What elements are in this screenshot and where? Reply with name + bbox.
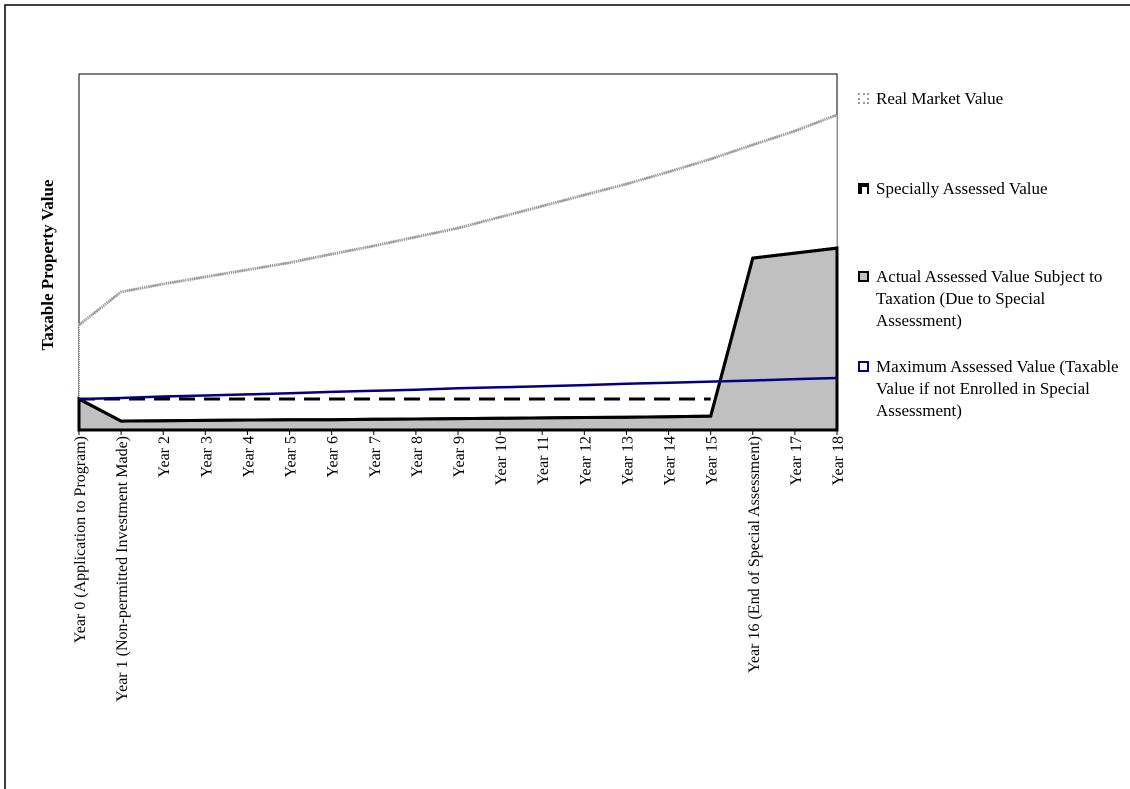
x-tick-label: Year 9 bbox=[451, 436, 468, 477]
x-tick-label: Year 18 bbox=[830, 436, 847, 485]
legend-swatch bbox=[858, 183, 869, 194]
x-tick-label: Year 1 (Non-permitted Investment Made) bbox=[114, 436, 131, 702]
legend-item: Maximum Assessed Value (Taxable Value if… bbox=[858, 356, 1128, 420]
legend-swatch bbox=[858, 93, 869, 104]
legend-label: Specially Assessed Value bbox=[876, 179, 1048, 198]
x-tick-label: Year 10 bbox=[493, 436, 510, 485]
line bbox=[78, 246, 838, 423]
y-axis-label: Taxable Property Value bbox=[38, 179, 57, 350]
x-tick-label: Year 5 bbox=[283, 436, 300, 477]
x-tick-label: Year 7 bbox=[367, 436, 384, 477]
legend-label: Real Market Value bbox=[876, 89, 1004, 108]
legend-item: Specially Assessed Value bbox=[858, 178, 1128, 200]
legend-swatch bbox=[858, 361, 869, 372]
x-tick-label: Year 15 bbox=[704, 436, 721, 485]
x-tick-label: Year 12 bbox=[577, 436, 594, 485]
frame bbox=[4, 4, 1130, 789]
x-tick-label: Year 11 bbox=[535, 436, 552, 485]
legend-item: Real Market Value bbox=[858, 88, 1128, 110]
x-tick-label: Year 0 (Application to Program) bbox=[72, 436, 89, 643]
legend-item: Actual Assessed Value Subject to Taxatio… bbox=[858, 266, 1128, 330]
x-tick-label: Year 8 bbox=[409, 436, 426, 477]
x-tick-label: Year 6 bbox=[325, 436, 342, 477]
x-tick-label: Year 16 (End of Special Assessment) bbox=[746, 436, 763, 673]
x-tick-label: Year 2 bbox=[156, 436, 173, 477]
x-tick-label: Year 17 bbox=[788, 436, 805, 485]
legend-label: Actual Assessed Value Subject to Taxatio… bbox=[876, 267, 1103, 330]
legend-label: Maximum Assessed Value (Taxable Value if… bbox=[876, 357, 1119, 420]
legend-swatch bbox=[858, 271, 869, 282]
line bbox=[78, 113, 838, 327]
x-tick-label: Year 4 bbox=[240, 436, 257, 477]
x-tick-label: Year 14 bbox=[662, 436, 679, 485]
x-tick-label: Year 13 bbox=[619, 436, 636, 485]
x-tick-label: Year 3 bbox=[198, 436, 215, 477]
line bbox=[78, 376, 838, 401]
